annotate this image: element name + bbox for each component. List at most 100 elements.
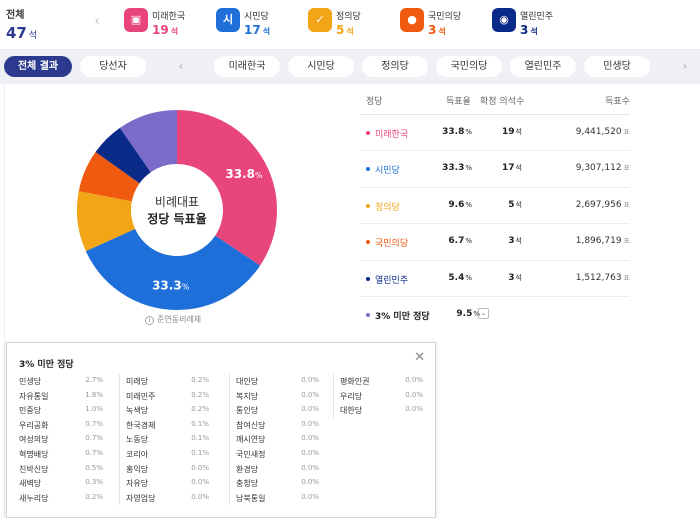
party-seat-count: 3: [520, 23, 529, 37]
minor-party-rate: 0.0%: [301, 448, 319, 457]
row-seats-value: 3: [508, 236, 515, 247]
minor-party-rate: 0.1%: [191, 419, 209, 428]
minor-party-item: 자유통일 1.8%: [13, 389, 113, 404]
minor-party-column: 미래당 0.2% 미래민주 0.2% 녹색당 0.2% 한국경제 0.1% 노동당 0.1% 코리아…: [119, 374, 219, 506]
minor-party-item: 새벽당 0.3%: [13, 476, 113, 491]
minor-party-item: 충청당 0.0%: [230, 476, 329, 491]
row-party-name[interactable]: 정의당: [375, 202, 400, 213]
row-party-name[interactable]: 열린민주: [375, 275, 409, 286]
row-vote-rate: 33.8%: [442, 127, 472, 137]
row-vote-rate-unit: %: [465, 200, 472, 209]
minor-party-rate: 0.7%: [85, 448, 103, 457]
party-seat-unit: 석: [262, 27, 271, 36]
check-icon: ✓: [308, 8, 332, 32]
minor-party-item: 미래민주 0.2%: [120, 389, 219, 404]
row-seats-unit: 석: [515, 128, 522, 136]
tab-item[interactable]: 시민당: [288, 56, 354, 77]
row-votes-unit: 표: [623, 164, 630, 173]
minor-party-name: 새누리당: [19, 493, 49, 503]
row-votes: 9,307,112 표: [576, 163, 630, 173]
table-row: 열린민주 5.4% 3석 1,512,763 표: [360, 261, 630, 297]
minor-party-item: 우리당 0.0%: [334, 389, 433, 404]
row-seats: 3석: [508, 273, 522, 283]
tabs-next-arrow[interactable]: ›: [682, 59, 688, 73]
row-votes-unit: 표: [623, 200, 630, 209]
minor-party-name: 깨시연당: [236, 435, 266, 445]
summary-prev-arrow[interactable]: ‹: [94, 14, 100, 29]
table-row: 시민당 33.3% 17석 9,307,112 표: [360, 151, 630, 188]
row-party-name[interactable]: 미래한국: [375, 130, 409, 140]
row-vote-rate-unit: %: [465, 237, 472, 246]
pie-slice[interactable]: [78, 152, 140, 202]
citizen-logo-icon: 시: [216, 8, 240, 32]
minor-party-name: 민중당: [19, 406, 42, 416]
minor-party-rate: 0.0%: [301, 492, 319, 501]
minor-party-rate: 0.0%: [301, 390, 319, 399]
row-party-name[interactable]: 국민의당: [375, 239, 409, 250]
row-votes: 2,697,956 표: [576, 200, 630, 210]
row-votes-value: 9,307,112: [575, 163, 622, 174]
minor-party-item: 미래당 0.2%: [120, 374, 219, 389]
row-seats-value: 3: [508, 272, 515, 283]
party-color-dot: [366, 167, 370, 172]
minor-party-name: 자유통일: [19, 391, 49, 401]
minor-party-item: 남북통일 0.0%: [230, 491, 329, 506]
row-vote-rate-value: 5.4: [448, 272, 465, 283]
party-seat-unit: 석: [438, 27, 446, 36]
system-note-text: 준연동비례제: [157, 315, 202, 324]
row-seats-value: 19: [502, 127, 515, 137]
minor-party-rate: 0.2%: [191, 390, 209, 399]
row-vote-rate-unit: %: [465, 273, 472, 282]
party-seats: 17 석: [244, 23, 270, 37]
minor-party-item: 새누리당 0.2%: [13, 491, 113, 506]
party-name: 국민의당: [428, 12, 462, 22]
party-seat-count: 19: [152, 23, 169, 37]
tab-item[interactable]: 민생당: [584, 56, 650, 77]
pie-slice[interactable]: [85, 228, 261, 310]
minor-party-name: 민생당: [19, 377, 42, 386]
minor-party-rate: 0.0%: [191, 463, 209, 472]
header-votes: 득표수: [605, 97, 630, 107]
row-vote-rate-unit: %: [465, 164, 472, 173]
minor-party-item: 민중당 1.0%: [13, 403, 113, 418]
slice-label: 33.8%: [225, 167, 263, 181]
total-label: 전체: [6, 10, 25, 21]
minor-party-name: 남북통일: [236, 493, 266, 503]
row-party-name: 3% 미만 정당: [375, 311, 430, 322]
row-vote-rate-value: 9.5: [456, 308, 473, 319]
tabs-prev-arrow[interactable]: ‹: [178, 59, 184, 73]
minor-party-item: 자영업당 0.0%: [120, 491, 219, 506]
minor-party-name: 평화인권: [340, 377, 370, 386]
pie-slice[interactable]: [177, 110, 277, 266]
row-votes-value: 9,441,520: [575, 127, 622, 137]
chevron-down-icon[interactable]: ⌄: [478, 307, 489, 319]
minor-party-name: 통인당: [236, 406, 259, 416]
minor-party-name: 우리공화: [19, 420, 49, 430]
tab-item[interactable]: 전체 결과: [4, 56, 72, 77]
pie-slice[interactable]: [77, 191, 136, 252]
row-vote-rate-value: 33.3: [442, 163, 465, 174]
tab-item[interactable]: 국민의당: [436, 56, 502, 77]
party-color-dot: [366, 276, 370, 281]
tab-item[interactable]: 정의당: [362, 56, 428, 77]
minor-party-rate: 0.0%: [301, 419, 319, 428]
pie-slice[interactable]: [95, 127, 151, 184]
tab-item[interactable]: 당선자: [80, 56, 146, 77]
tab-item[interactable]: 미래한국: [214, 56, 280, 77]
minor-party-name: 국민새정: [236, 449, 266, 459]
party-seats: 19 석: [152, 23, 178, 37]
minor-party-name: 복지당: [236, 391, 259, 401]
minor-party-name: 자유당: [126, 479, 149, 489]
system-note[interactable]: i 준연동비례제: [145, 314, 201, 325]
row-party-name[interactable]: 시민당: [375, 166, 400, 177]
minor-party-item: 혁명배당 0.7%: [13, 447, 113, 462]
close-icon[interactable]: ✕: [414, 350, 425, 365]
pie-slice[interactable]: [119, 110, 177, 173]
row-votes-value: 2,697,956: [575, 199, 622, 210]
party-color-dot: [366, 203, 370, 208]
tab-item[interactable]: 열린민주: [510, 56, 576, 77]
minor-party-rate: 0.0%: [301, 405, 319, 414]
minor-party-item: 국민새정 0.0%: [230, 447, 329, 462]
row-seats-value: 5: [508, 199, 515, 210]
